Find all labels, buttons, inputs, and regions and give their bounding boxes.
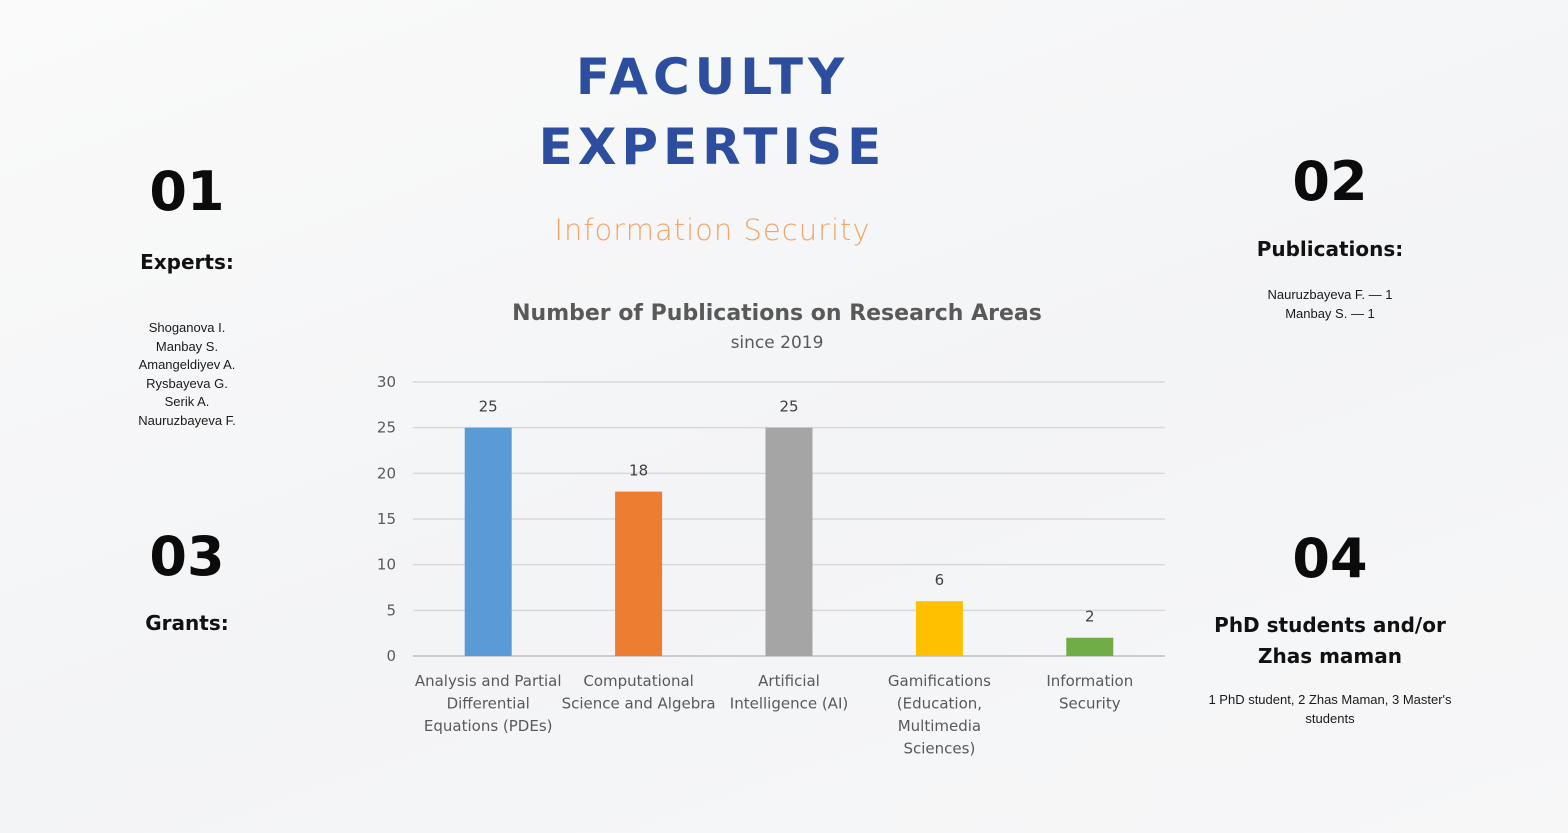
x-category-label: Gamifications (Education, Multimedia Scienc…	[888, 672, 991, 758]
publication-item: Nauruzbayeva F. — 1	[1267, 287, 1393, 302]
page-title-line-1: FACULTY	[575, 48, 850, 106]
bar	[915, 601, 963, 656]
bar	[464, 427, 512, 656]
publication-item: Manbay S. — 1	[1285, 305, 1375, 321]
phd-text-line-1: 1 PhD student, 2 Zhas Maman, 3 Master's	[1208, 692, 1452, 707]
section-number-01: 01	[149, 160, 225, 223]
expert-item: Shoganova I.	[148, 320, 226, 335]
section-number-02: 02	[1292, 150, 1368, 213]
grants-heading: Grants:	[145, 611, 229, 635]
phd-students-heading: PhD students and/or Zhas maman	[1180, 610, 1480, 672]
bar	[1066, 637, 1114, 656]
data-label: 2	[1085, 608, 1095, 626]
chart-subtitle: since 2019	[731, 333, 824, 353]
publications-list: Nauruzbayeva F. — 1 Manbay S. — 1	[1210, 286, 1450, 323]
y-tick-label: 0	[386, 647, 396, 665]
page-subtitle: Information Security	[554, 213, 871, 247]
y-tick-label: 15	[377, 510, 396, 528]
section-number-03: 03	[149, 525, 225, 588]
y-tick-label: 10	[377, 556, 396, 574]
expert-item: Rysbayeva G.	[146, 375, 228, 391]
expert-item: Manbay S.	[155, 338, 219, 354]
publications-bar-chart: Number of Publications on Research Areas…	[377, 301, 1165, 758]
bar	[765, 427, 813, 656]
page-title-line-2: EXPERTISE	[538, 118, 887, 176]
phd-heading-line-1: PhD students and/or	[1214, 613, 1446, 637]
y-tick-label: 5	[386, 601, 396, 619]
experts-heading: Experts:	[140, 250, 234, 274]
x-category-label: Analysis and Partial Differential Equation…	[415, 672, 562, 735]
y-tick-label: 20	[377, 464, 396, 482]
x-category-label: Artificial Intelligence (AI)	[730, 672, 848, 713]
data-label: 25	[779, 398, 798, 416]
expert-item: Amangeldiyev A.	[138, 357, 236, 372]
x-category-label: Information Security	[1046, 672, 1133, 713]
data-label: 25	[479, 398, 498, 416]
expert-item: Nauruzbayeva F.	[138, 412, 236, 428]
x-category-label: Computational Science and Algebra	[562, 672, 716, 713]
data-label: 6	[935, 571, 945, 589]
phd-heading-line-2: Zhas maman	[1257, 644, 1402, 668]
data-label: 18	[629, 462, 648, 480]
chart-title: Number of Publications on Research Areas	[512, 301, 1042, 326]
bar	[615, 491, 663, 656]
phd-students-text: 1 PhD student, 2 Zhas Maman, 3 Master's …	[1170, 691, 1490, 728]
publications-heading: Publications:	[1256, 237, 1404, 261]
phd-text-line-2: students	[1305, 710, 1355, 726]
y-tick-label: 25	[377, 419, 396, 437]
experts-list: Shoganova I. Manbay S. Amangeldiyev A. R…	[67, 319, 307, 430]
y-tick-label: 30	[377, 373, 396, 391]
expert-item: Serik A.	[164, 394, 210, 409]
section-number-04: 04	[1292, 527, 1368, 590]
